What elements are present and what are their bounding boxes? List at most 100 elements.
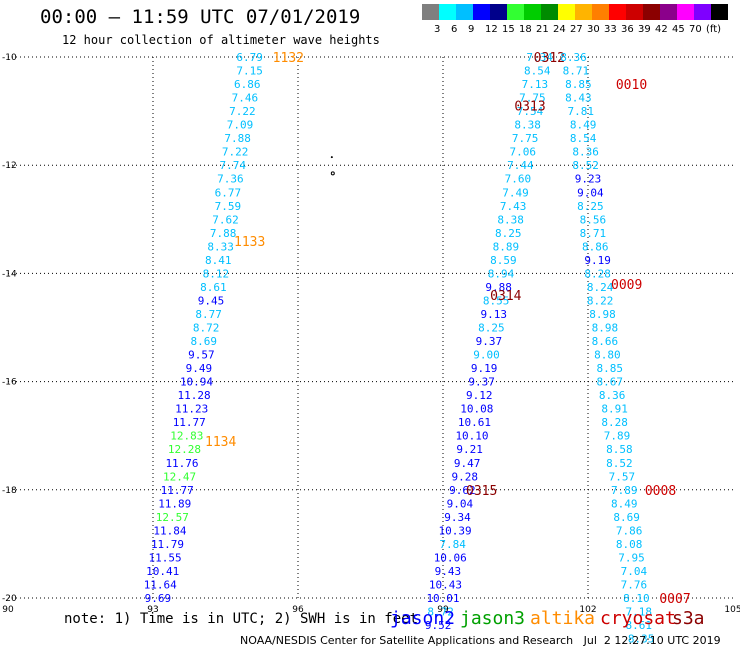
swh-value: 8.72	[193, 322, 220, 335]
scale-label: 33	[604, 24, 617, 35]
note-text: note: 1) Time is in UTC; 2) SWH is in fe…	[64, 611, 419, 627]
pass-time-label: 0007	[659, 592, 690, 607]
scale-swatch	[609, 4, 626, 20]
scale-label: 12	[485, 24, 498, 35]
swh-value: 10.01	[426, 592, 459, 605]
swh-value: 8.71	[563, 65, 590, 78]
scale-swatch	[490, 4, 507, 20]
pass-time-label: 0315	[466, 484, 497, 499]
swh-value: 11.79	[151, 538, 184, 551]
swh-value: 7.18	[626, 606, 653, 619]
swh-value: 8.54	[570, 132, 597, 145]
scale-swatch	[507, 4, 524, 20]
swh-value: 7.59	[215, 200, 242, 213]
scale-swatch	[711, 4, 728, 20]
scale-label: 21	[536, 24, 549, 35]
pass-time-label: 1133	[234, 235, 265, 250]
swh-value: 8.43	[565, 92, 592, 105]
y-tick-label: -18	[2, 486, 17, 496]
swh-value: 8.80	[594, 349, 621, 362]
swh-value: 8.77	[195, 308, 222, 321]
swh-value: 7.60	[505, 173, 532, 186]
scale-swatch	[473, 4, 490, 20]
swh-value: 8.24	[587, 281, 614, 294]
swh-value: 11.64	[144, 578, 177, 591]
swh-value: 7.49	[502, 186, 529, 199]
swh-value: 8.69	[613, 511, 640, 524]
swh-value: 9.34	[444, 511, 471, 524]
swh-value: 10.41	[146, 565, 179, 578]
scale-swatch	[541, 4, 558, 20]
swh-value: 7.22	[222, 146, 249, 159]
scale-label: 6	[451, 24, 458, 35]
swh-value: 8.72	[427, 606, 454, 619]
swh-value: 7.57	[609, 470, 636, 483]
swh-value: 7.95	[618, 551, 645, 564]
map-subtitle: 12 hour collection of altimeter wave hei…	[62, 33, 380, 47]
swh-value: 8.94	[488, 267, 515, 280]
swh-value: 9.62	[449, 484, 476, 497]
swh-value: 7.54	[517, 105, 544, 118]
swh-value: 10.06	[434, 551, 467, 564]
swh-value: 8.41	[205, 254, 232, 267]
swh-value: 9.04	[447, 497, 474, 510]
scale-label: 27	[570, 24, 583, 35]
swh-value: 7.43	[500, 200, 527, 213]
swh-value: 9.47	[454, 457, 481, 470]
swh-value: 7.74	[220, 159, 247, 172]
swh-value: 8.12	[203, 267, 230, 280]
swh-value: 9.13	[481, 308, 508, 321]
scale-swatch	[439, 4, 456, 20]
swh-value: 9.37	[468, 376, 495, 389]
scale-label: 24	[553, 24, 566, 35]
swh-value: 9.19	[471, 362, 498, 375]
swh-value: 8.69	[191, 335, 218, 348]
swh-value: 10.10	[455, 430, 488, 443]
swh-value: 8.33	[207, 240, 234, 253]
swh-value: 7.44	[507, 159, 534, 172]
swh-value: 8.85	[565, 78, 592, 91]
swh-value: 8.58	[606, 443, 633, 456]
scale-label: 36	[621, 24, 634, 35]
swh-value: 7.22	[229, 105, 256, 118]
swh-value: 8.67	[597, 376, 624, 389]
swh-value: 9.19	[584, 254, 611, 267]
swh-value: 8.10	[623, 592, 650, 605]
scale-swatch	[626, 4, 643, 20]
swh-value: 8.61	[626, 619, 653, 632]
swh-value: 8.36	[560, 51, 587, 64]
swh-value: 7.13	[522, 78, 549, 91]
swh-value: 10.39	[439, 524, 472, 537]
x-tick-label: 90	[2, 605, 14, 615]
scale-swatch	[660, 4, 677, 20]
swh-value: 7.15	[236, 65, 263, 78]
x-tick-label: 102	[579, 605, 596, 615]
swh-value: 8.28	[584, 267, 611, 280]
swh-value: 8.52	[606, 457, 633, 470]
swh-value: 8.56	[580, 213, 607, 226]
scale-label: 42	[655, 24, 668, 35]
swh-value: 7.88	[210, 227, 237, 240]
swh-value: 8.91	[601, 403, 628, 416]
pass-time-label: 0313	[514, 100, 545, 115]
swh-value: 7.89	[604, 430, 631, 443]
swh-value: 7.84	[439, 538, 466, 551]
pass-time-label: 0314	[490, 289, 521, 304]
swh-value: 8.22	[587, 294, 614, 307]
pass-time-label: 1134	[205, 435, 236, 450]
x-tick-label: 96	[292, 605, 304, 615]
scale-label: 15	[502, 24, 515, 35]
swh-value: 8.49	[611, 497, 638, 510]
swh-value: 7.36	[217, 173, 244, 186]
swh-value: 10.43	[429, 578, 462, 591]
swh-value: 10.08	[460, 403, 493, 416]
swh-value: 8.85	[597, 362, 624, 375]
y-tick-label: -14	[2, 269, 17, 279]
y-tick-label: -16	[2, 378, 17, 388]
swh-value: 11.28	[178, 389, 211, 402]
scale-label: 18	[519, 24, 532, 35]
scale-swatch	[575, 4, 592, 20]
scale-label: 9	[468, 24, 475, 35]
scale-label: 70	[689, 24, 702, 35]
swh-value: 6.77	[215, 186, 242, 199]
